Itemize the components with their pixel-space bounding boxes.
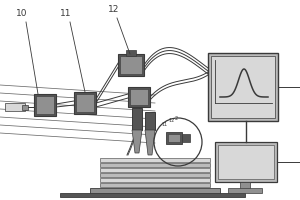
- Bar: [5, 103, 25, 111]
- Bar: [100, 178, 210, 182]
- Bar: [145, 112, 155, 130]
- Bar: [218, 145, 274, 179]
- Bar: [168, 134, 180, 142]
- Bar: [118, 54, 144, 76]
- Text: 10: 10: [16, 9, 28, 18]
- Bar: [76, 94, 94, 112]
- Bar: [34, 94, 56, 116]
- Text: 11: 11: [161, 122, 167, 127]
- Bar: [228, 188, 262, 193]
- Polygon shape: [145, 130, 155, 155]
- Bar: [182, 134, 190, 142]
- Text: 11: 11: [60, 9, 72, 18]
- Bar: [130, 89, 148, 105]
- Bar: [100, 183, 210, 187]
- Bar: [211, 56, 275, 118]
- Bar: [60, 193, 245, 197]
- Bar: [240, 182, 250, 190]
- Text: 12: 12: [108, 5, 120, 14]
- Bar: [208, 53, 278, 121]
- Bar: [128, 87, 150, 107]
- Bar: [132, 108, 142, 130]
- Bar: [126, 50, 136, 56]
- Bar: [100, 163, 210, 167]
- Polygon shape: [132, 130, 142, 153]
- Bar: [100, 173, 210, 177]
- Bar: [36, 96, 54, 114]
- Bar: [100, 158, 210, 162]
- Text: 2: 2: [175, 116, 178, 121]
- Bar: [166, 132, 182, 144]
- Bar: [100, 168, 210, 172]
- Text: 12: 12: [168, 118, 174, 123]
- Bar: [215, 142, 277, 182]
- Bar: [74, 92, 96, 114]
- Bar: [22, 104, 28, 110]
- Bar: [120, 56, 142, 74]
- Bar: [90, 188, 220, 195]
